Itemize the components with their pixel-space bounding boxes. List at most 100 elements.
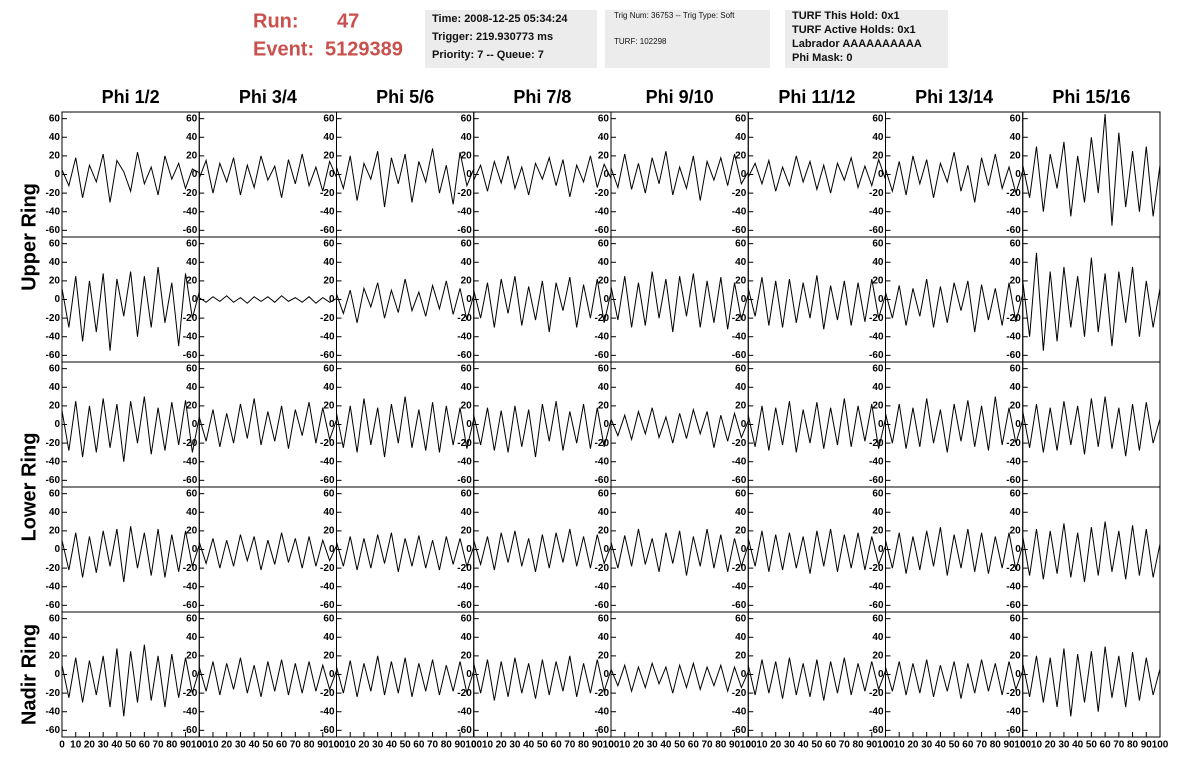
y-tick-label: -40 xyxy=(869,456,884,467)
x-tick-label: 30 xyxy=(647,740,659,751)
y-tick-label: -20 xyxy=(595,188,610,199)
y-tick-label: 60 xyxy=(735,238,747,249)
x-tick-label: 30 xyxy=(784,740,796,751)
y-tick-label: 60 xyxy=(598,613,610,624)
y-tick-label: 40 xyxy=(735,132,747,143)
y-tick-label: -20 xyxy=(320,438,335,449)
panel-frame xyxy=(473,111,612,238)
y-tick-label: 0 xyxy=(192,419,198,430)
y-tick-label: 0 xyxy=(878,669,884,680)
x-tick-label: 20 xyxy=(358,740,370,751)
panel-frame xyxy=(747,361,886,488)
panel-frame xyxy=(610,486,749,613)
y-tick-label: 60 xyxy=(735,613,747,624)
y-tick-label: 40 xyxy=(598,257,610,268)
panel-frame xyxy=(1022,486,1161,613)
y-tick-label: 0 xyxy=(192,544,198,555)
y-tick-label: -40 xyxy=(320,206,335,217)
x-tick-label: 40 xyxy=(386,740,398,751)
panel-frame xyxy=(61,611,200,738)
panel-frame xyxy=(198,486,337,613)
y-tick-label: 60 xyxy=(461,363,473,374)
y-tick-label: -20 xyxy=(595,438,610,449)
y-tick-label: 40 xyxy=(461,257,473,268)
x-tick-label: 20 xyxy=(1045,740,1057,751)
y-tick-label: 0 xyxy=(878,169,884,180)
y-tick-label: -20 xyxy=(1006,438,1021,449)
y-tick-label: 20 xyxy=(461,651,473,662)
y-tick-label: 60 xyxy=(735,113,747,124)
y-tick-label: 0 xyxy=(603,419,609,430)
y-tick-label: -40 xyxy=(183,456,198,467)
y-tick-label: 40 xyxy=(598,382,610,393)
y-tick-label: 0 xyxy=(1015,544,1021,555)
x-tick-label: 80 xyxy=(990,740,1002,751)
y-tick-label: 60 xyxy=(872,613,884,624)
y-tick-label: 40 xyxy=(735,257,747,268)
y-tick-label: -40 xyxy=(183,581,198,592)
y-tick-label: 0 xyxy=(603,669,609,680)
y-tick-label: 40 xyxy=(186,632,198,643)
y-tick-label: -20 xyxy=(1006,188,1021,199)
waveform xyxy=(610,271,749,333)
x-tick-label: 40 xyxy=(798,740,810,751)
x-tick-label: 50 xyxy=(125,740,137,751)
x-tick-label: 70 xyxy=(1113,740,1125,751)
y-tick-label: -20 xyxy=(1006,688,1021,699)
waveform xyxy=(747,275,886,330)
y-tick-label: 0 xyxy=(878,294,884,305)
y-tick-label: -60 xyxy=(320,600,335,611)
y-tick-label: 60 xyxy=(186,363,198,374)
y-tick-label: -40 xyxy=(320,706,335,717)
y-tick-label: -20 xyxy=(869,438,884,449)
y-tick-label: 0 xyxy=(329,669,335,680)
y-tick-label: 20 xyxy=(49,526,61,537)
x-tick-label: 90 xyxy=(454,740,466,751)
y-tick-label: -20 xyxy=(457,563,472,574)
x-tick-label: 90 xyxy=(866,740,878,751)
y-tick-label: 60 xyxy=(186,613,198,624)
y-tick-label: 0 xyxy=(1015,669,1021,680)
x-tick-label: 30 xyxy=(372,740,384,751)
x-tick-label: 0 xyxy=(745,740,751,751)
column-title: Phi 11/12 xyxy=(778,87,855,107)
y-tick-label: -40 xyxy=(183,206,198,217)
y-tick-label: -60 xyxy=(320,725,335,736)
panel-frame xyxy=(336,486,475,613)
y-tick-label: -20 xyxy=(595,313,610,324)
waveform xyxy=(885,152,1024,203)
y-tick-label: 0 xyxy=(54,294,60,305)
y-tick-label: -20 xyxy=(183,563,198,574)
y-tick-label: 40 xyxy=(49,132,61,143)
x-tick-label: 30 xyxy=(509,740,521,751)
panel-frame xyxy=(885,111,1024,238)
y-tick-label: 20 xyxy=(323,151,335,162)
y-tick-label: -40 xyxy=(732,206,747,217)
y-tick-label: 60 xyxy=(872,488,884,499)
waveform xyxy=(198,398,337,449)
y-tick-label: -40 xyxy=(595,206,610,217)
waveform xyxy=(885,659,1024,699)
y-tick-label: -60 xyxy=(732,600,747,611)
y-tick-label: 0 xyxy=(329,294,335,305)
event-label: Event: xyxy=(253,38,314,60)
y-tick-label: 60 xyxy=(872,363,884,374)
waveform xyxy=(610,151,749,201)
y-tick-label: 40 xyxy=(598,632,610,643)
x-tick-label: 100 xyxy=(877,740,894,751)
panel-frame xyxy=(61,111,200,238)
x-tick-label: 10 xyxy=(619,740,631,751)
column-title: Phi 5/6 xyxy=(376,87,434,107)
y-tick-label: 20 xyxy=(598,151,610,162)
y-tick-label: -40 xyxy=(595,456,610,467)
y-tick-label: -40 xyxy=(869,706,884,717)
panel-frame xyxy=(473,236,612,363)
y-tick-label: 40 xyxy=(1010,507,1022,518)
x-tick-label: 50 xyxy=(949,740,961,751)
y-tick-label: 0 xyxy=(329,169,335,180)
waveform xyxy=(1022,646,1161,717)
y-tick-label: 40 xyxy=(461,632,473,643)
x-tick-label: 0 xyxy=(608,740,614,751)
y-tick-label: 40 xyxy=(1010,632,1022,643)
x-tick-label: 70 xyxy=(702,740,714,751)
